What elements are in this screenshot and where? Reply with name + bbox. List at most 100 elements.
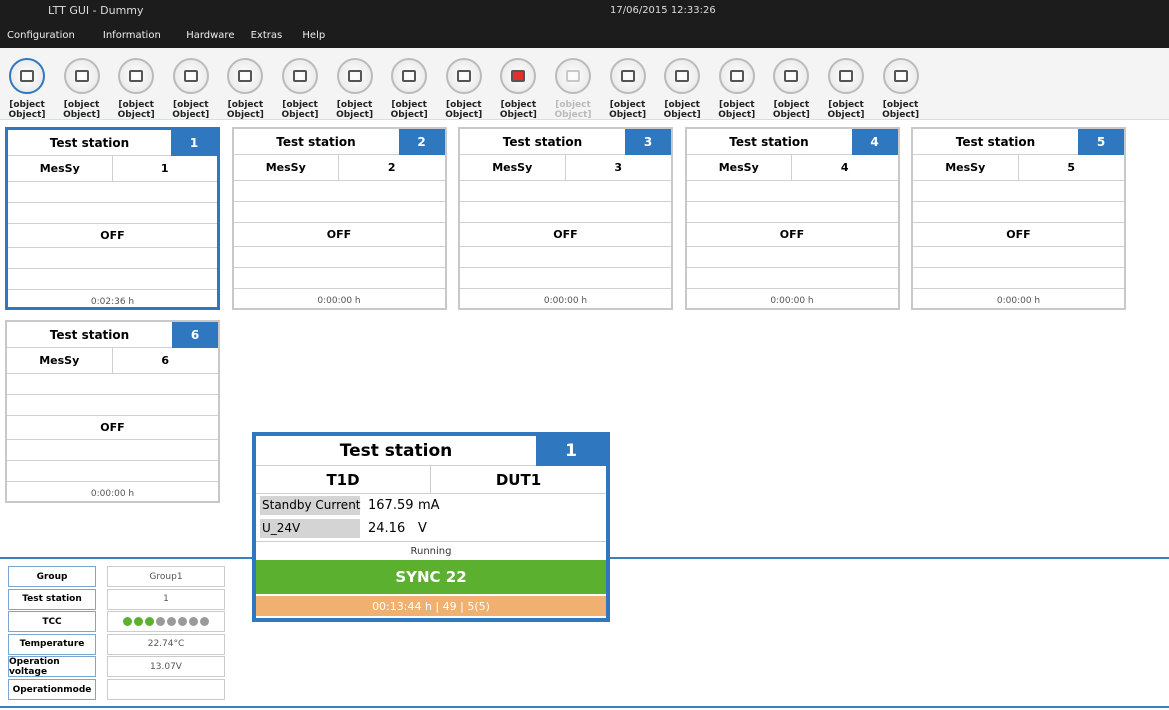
toolbar-button[interactable] <box>9 58 45 94</box>
button-icon <box>893 70 908 82</box>
empty-row <box>8 203 217 224</box>
station-card[interactable]: Test station 3 MesSy 3 OFF 0:00:00 h <box>458 127 673 310</box>
station-card[interactable]: Test station 5 MesSy 5 OFF 0:00:00 h <box>911 127 1126 310</box>
toolbar-button[interactable] <box>609 58 646 94</box>
button-label: [object Object] <box>390 100 428 120</box>
toolbar-button[interactable] <box>227 58 264 94</box>
toolbar-button[interactable] <box>63 58 100 94</box>
card-number: 4 <box>851 129 898 155</box>
detail-column: T1D <box>256 466 431 494</box>
button-icon <box>293 70 307 82</box>
button-label: [object Object] <box>882 100 920 120</box>
button-icon <box>402 70 417 82</box>
device-name: MesSy <box>233 155 339 181</box>
toolbar-button[interactable] <box>282 58 318 94</box>
empty-row <box>686 247 898 268</box>
button-icon <box>129 70 144 82</box>
tcc-indicator <box>200 617 209 627</box>
empty-row <box>7 461 218 482</box>
station-card[interactable]: Test station 4 MesSy 4 OFF 0:00:00 h <box>684 127 900 310</box>
card-title: Test station <box>686 129 852 155</box>
button-icon <box>347 70 362 82</box>
device-name: MesSy <box>913 155 1019 181</box>
info-label: Test station <box>8 588 96 610</box>
button-label: [object Object] <box>281 100 319 120</box>
button-icon <box>729 70 744 82</box>
tcc-indicator <box>178 617 187 627</box>
runtime: 0:02:36 h <box>90 296 135 307</box>
empty-row <box>686 181 898 202</box>
toolbar-button[interactable] <box>664 58 701 94</box>
empty-row <box>7 374 218 395</box>
station-card[interactable]: Test station 6 MesSy 6 OFF 0:00:00 h <box>5 320 220 503</box>
detail-state: Running <box>410 545 452 557</box>
button-label: [object Object] <box>117 100 155 120</box>
progress: 00:13:44 h | 49 | 5(5) <box>256 596 606 616</box>
info-value <box>107 611 225 633</box>
card-number: 3 <box>625 129 671 155</box>
toolbar-button[interactable] <box>555 58 591 94</box>
toolbar-button[interactable] <box>718 58 755 94</box>
toolbar-button[interactable] <box>172 58 209 94</box>
empty-row <box>686 202 898 223</box>
button-icon <box>675 70 690 82</box>
station-card[interactable]: Test station 1 MesSy 1 OFF 0:02:36 h <box>5 127 220 310</box>
device-number: 3 <box>565 155 671 181</box>
toolbar-button[interactable] <box>336 58 373 94</box>
toolbar-button[interactable] <box>500 58 537 94</box>
info-value <box>107 679 225 700</box>
tcc-indicator <box>189 617 198 627</box>
status: OFF <box>686 223 898 247</box>
card-number: 1 <box>171 130 217 156</box>
button-label: [object Object] <box>827 100 865 120</box>
info-value: 1 <box>107 588 225 610</box>
empty-row <box>460 181 671 202</box>
toolbar-button[interactable] <box>118 58 155 94</box>
detail-card[interactable]: Test station 1 T1D DUT1 Standby Current 167.5… <box>252 432 610 622</box>
tcc-indicator <box>134 617 143 627</box>
button-icon <box>238 70 253 82</box>
empty-row <box>8 248 217 269</box>
device-name: MesSy <box>7 348 113 374</box>
device-number: 4 <box>792 155 898 181</box>
info-value: 13.07V <box>107 656 225 678</box>
device-number: 5 <box>1018 155 1124 181</box>
device-name: MesSy <box>460 155 566 181</box>
status: OFF <box>913 223 1124 247</box>
runtime: 0:00:00 h <box>543 295 588 306</box>
tcc-indicator <box>123 617 132 627</box>
button-label: [object Object] <box>226 100 264 120</box>
empty-row <box>233 202 445 223</box>
empty-row <box>8 182 217 203</box>
menu-item[interactable]: Hardware <box>186 30 235 41</box>
toolbar-button[interactable] <box>391 58 428 94</box>
toolbar-button[interactable] <box>445 58 482 94</box>
toolbar-button[interactable] <box>828 58 864 94</box>
measurement-name: Standby Current <box>260 496 361 515</box>
menu-item[interactable]: Information <box>102 30 161 41</box>
card-title: Test station <box>233 129 399 155</box>
detail-column: DUT1 <box>431 466 606 494</box>
toolbar-button[interactable] <box>882 58 919 94</box>
menu-item[interactable]: Configuration <box>7 30 75 41</box>
empty-row <box>8 269 217 290</box>
menu-item[interactable]: Extras <box>250 30 283 41</box>
status: OFF <box>233 223 445 247</box>
button-label: [object Object] <box>772 100 810 120</box>
empty-row <box>913 181 1124 202</box>
empty-row <box>233 247 445 268</box>
divider <box>256 541 606 542</box>
button-label: [object Object] <box>63 100 101 120</box>
toolbar-button[interactable] <box>773 58 810 94</box>
button-label: [object Object] <box>499 100 537 120</box>
menu-item[interactable]: Help <box>302 30 326 41</box>
window-title: LTT GUI - Dummy <box>48 4 144 17</box>
empty-row <box>7 440 218 461</box>
runtime: 0:00:00 h <box>996 295 1041 306</box>
station-card[interactable]: Test station 2 MesSy 2 OFF 0:00:00 h <box>231 127 447 310</box>
button-label: [object Object] <box>663 100 701 120</box>
measurement-unit: V <box>418 521 427 536</box>
empty-row <box>7 395 218 416</box>
measurement-unit: mA <box>418 498 440 513</box>
